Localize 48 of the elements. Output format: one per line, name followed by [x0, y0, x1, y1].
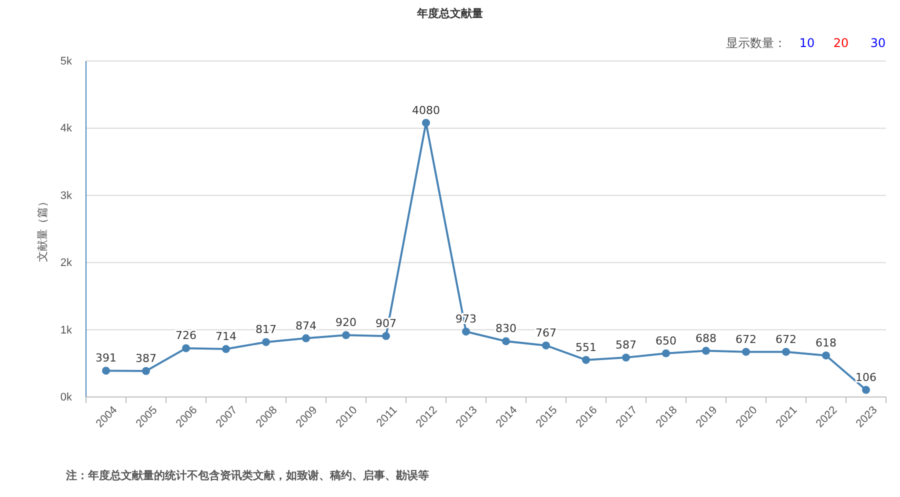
point: [822, 351, 830, 360]
data-label: 830: [496, 322, 516, 336]
y-tick-label: 1k: [60, 324, 72, 336]
point: [182, 344, 190, 352]
point: [302, 334, 310, 342]
point: [222, 345, 230, 353]
data-label: 672: [736, 332, 756, 346]
point: [582, 356, 590, 364]
y-tick-label: 3k: [60, 190, 72, 202]
y-axis-title: 文献量（篇）: [36, 196, 49, 262]
data-label: 874: [296, 319, 316, 332]
data-label: 672: [776, 332, 796, 346]
point: [262, 338, 270, 346]
y-tick-label: 4k: [60, 122, 72, 135]
data-label: 817: [256, 323, 276, 336]
point: [142, 367, 150, 375]
y-tick-label: 2k: [60, 257, 72, 270]
data-label: 714: [216, 330, 236, 344]
point: [102, 366, 110, 375]
data-label: 551: [576, 340, 596, 354]
y-tick-label: 5k: [60, 56, 72, 68]
data-label: 650: [656, 334, 676, 348]
point: [382, 332, 390, 340]
point: [542, 341, 550, 350]
point: [742, 348, 750, 356]
data-label: 618: [816, 336, 836, 350]
point: [862, 386, 870, 394]
point: [782, 348, 790, 356]
data-label: 4080: [412, 104, 440, 117]
y-tick-label: 0k: [60, 392, 72, 404]
data-label: 688: [696, 332, 716, 345]
data-label: 920: [336, 316, 356, 330]
point: [462, 328, 470, 336]
point: [422, 118, 430, 127]
point: [502, 337, 510, 346]
point: [342, 331, 350, 340]
display-count-selector: 显示数量： 10 20 30: [726, 36, 886, 50]
data-label: 391: [96, 352, 116, 365]
point: [622, 354, 630, 362]
point: [702, 346, 710, 355]
data-label: 106: [856, 370, 876, 384]
chart-title: 年度总文献量: [416, 7, 483, 20]
text: 注：年度总文献量的统计不包含资讯类文献，如致谢、稿约、启事、勘误等: [65, 469, 429, 482]
point: [662, 349, 670, 358]
data-label: 587: [616, 338, 636, 352]
data-label: 387: [136, 352, 156, 365]
data-label: 726: [176, 329, 196, 342]
data-label: 767: [536, 326, 556, 340]
